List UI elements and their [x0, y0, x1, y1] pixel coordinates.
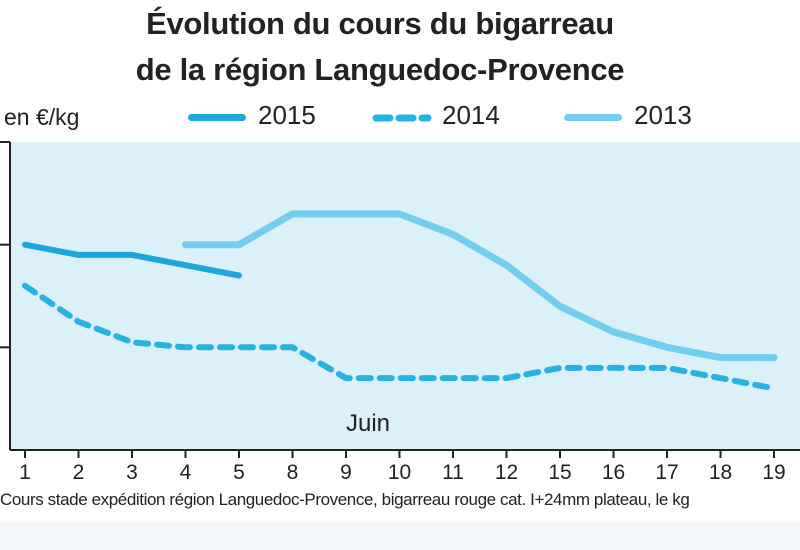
x-tick-label: 17: [655, 461, 678, 484]
plot-area: [10, 142, 800, 450]
axes: 1 2 3 4 5 8 9 10 11 12 15 16 17 18 19: [0, 141, 800, 484]
x-tick-label: 18: [709, 461, 732, 484]
x-tick-label: 19: [762, 461, 785, 484]
x-tick-label: 11: [442, 461, 464, 484]
legend-label-2013: 2013: [634, 100, 692, 130]
y-axis-unit-label: en €/kg: [4, 104, 80, 130]
legend-item-2015: 2015: [188, 100, 328, 134]
x-tick-label: 10: [388, 461, 411, 484]
month-label: Juin: [346, 410, 390, 437]
legend-label-2015: 2015: [258, 100, 316, 130]
bottom-band: [0, 522, 800, 550]
x-tick-label: 9: [340, 461, 352, 484]
x-tick-label: 1: [19, 461, 31, 484]
x-tick-label: 2: [73, 461, 85, 484]
series-line-2014: [22, 282, 777, 392]
legend-swatch-2015: [188, 114, 246, 121]
series-layer: [22, 210, 778, 392]
x-tick-label: 12: [495, 461, 518, 484]
legend-swatch-2014: [372, 114, 432, 122]
line-chart: 1 2 3 4 5 8 9 10 11 12 15 16 17 18 19 Juin: [0, 141, 800, 484]
legend-item-2014: 2014: [372, 100, 512, 134]
series-line-2015: [22, 241, 242, 279]
x-tick-label: 4: [180, 461, 192, 484]
x-tick-label: 8: [287, 461, 299, 484]
chart-title: Évolution du cours du bigarreau: [146, 6, 614, 41]
chart-subtitle: de la région Languedoc-Provence: [135, 52, 625, 87]
x-tick-label: 5: [233, 461, 245, 484]
legend-item-2013: 2013: [564, 100, 704, 134]
x-tick-label: 3: [126, 461, 138, 484]
source-note: Cours stade expédition région Languedoc-…: [0, 490, 690, 509]
legend-swatch-2013: [564, 114, 622, 121]
legend-label-2014: 2014: [442, 100, 500, 130]
x-tick-label: 16: [602, 461, 625, 484]
series-line-2013: [182, 210, 778, 362]
x-tick-label: 15: [548, 461, 571, 484]
